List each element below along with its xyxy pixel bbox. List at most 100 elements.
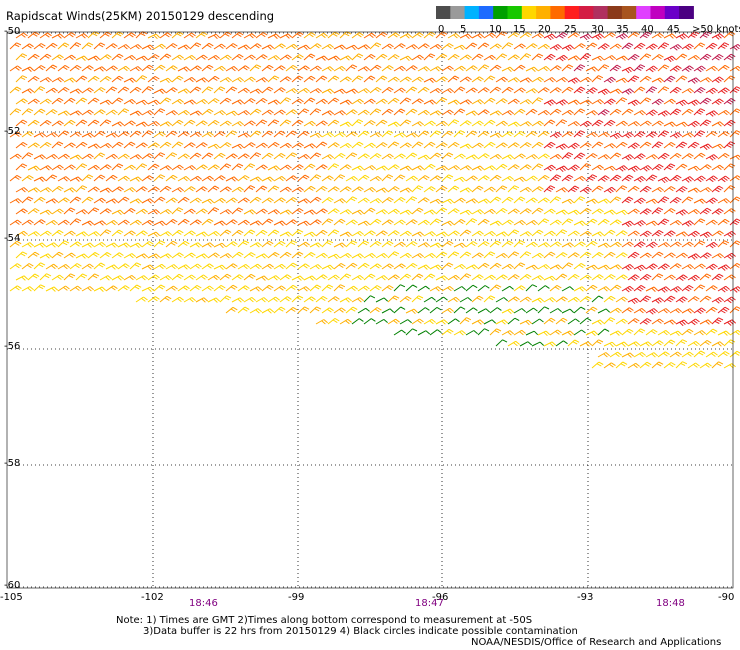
wind-barb: [579, 295, 592, 303]
wind-barb: [417, 307, 430, 314]
wind-barb: [411, 141, 424, 149]
wind-barb: [477, 87, 490, 94]
wind-barb: [273, 240, 286, 248]
wind-barb: [645, 86, 658, 94]
wind-barb: [45, 263, 58, 270]
wind-barb: [507, 208, 520, 215]
wind-barb: [651, 163, 664, 171]
wind-barb: [141, 241, 154, 248]
wind-barb: [465, 198, 479, 204]
wind-barb: [411, 231, 425, 237]
legend-tick-label: >50 knots: [692, 24, 740, 35]
wind-barb: [201, 131, 214, 138]
wind-barb: [573, 64, 586, 72]
wind-barb: [129, 198, 143, 204]
wind-barb: [177, 218, 190, 226]
wind-barb: [573, 86, 586, 94]
wind-barb: [627, 165, 641, 173]
wind-barb: [111, 31, 124, 39]
wind-barb: [579, 230, 592, 237]
wind-barb: [315, 185, 328, 193]
wind-barb: [195, 186, 208, 193]
wind-barb: [483, 251, 496, 259]
wind-barb: [279, 164, 292, 171]
wind-barb: [711, 98, 724, 106]
wind-barb: [129, 86, 142, 94]
wind-barb: [477, 198, 491, 204]
wind-barb: [585, 306, 598, 314]
wind-barb: [615, 97, 628, 105]
wind-barb: [441, 43, 454, 50]
wind-barb: [57, 42, 70, 50]
wind-barb: [207, 119, 220, 127]
wind-barb: [657, 351, 670, 358]
wind-barb: [567, 55, 581, 61]
wind-barb: [99, 164, 112, 171]
wind-barb: [171, 141, 184, 149]
wind-barb: [267, 75, 280, 83]
wind-barb: [285, 219, 298, 226]
wind-barb: [225, 263, 238, 270]
wind-barb: [705, 306, 718, 314]
wind-barb: [531, 53, 544, 61]
wind-barb: [579, 142, 592, 149]
wind-barb: [105, 219, 118, 226]
wind-barb: [459, 273, 472, 281]
wind-barb: [375, 209, 388, 215]
wind-barb: [663, 55, 677, 63]
wind-barb: [393, 87, 406, 94]
wind-barb: [501, 66, 515, 73]
wind-barb: [69, 218, 82, 226]
wind-barb: [651, 361, 664, 369]
wind-barb: [639, 318, 652, 325]
wind-barb: [633, 197, 646, 205]
wind-barb: [447, 274, 460, 281]
wind-barb: [627, 208, 640, 215]
wind-barb: [93, 262, 106, 270]
wind-barb: [369, 132, 382, 138]
wind-barb: [609, 88, 623, 94]
wind-barb: [729, 350, 740, 358]
wind-barb: [159, 253, 172, 259]
wind-barb: [207, 54, 220, 61]
wind-barb: [561, 218, 574, 226]
wind-barb: [639, 120, 652, 127]
wind-barb: [189, 197, 202, 204]
wind-barb: [537, 87, 550, 94]
wind-barb: [201, 86, 214, 94]
legend-tick-label: 10: [489, 24, 502, 35]
wind-barb: [543, 119, 556, 127]
wind-barb: [333, 218, 346, 226]
wind-barb: [51, 229, 64, 237]
wind-barb: [543, 341, 557, 347]
wind-barb: [519, 164, 532, 171]
wind-barb: [69, 64, 82, 72]
wind-barb: [729, 108, 740, 116]
wind-barb: [183, 186, 196, 193]
wind-barb: [357, 66, 370, 72]
wind-barb: [339, 209, 352, 215]
wind-barb: [549, 308, 562, 314]
wind-barb: [729, 306, 740, 314]
wind-barb: [243, 229, 256, 237]
wind-barb: [381, 86, 394, 94]
wind-barb: [657, 329, 670, 336]
wind-barb: [315, 164, 328, 171]
wind-barb: [687, 296, 700, 303]
lat-label: -52: [4, 126, 21, 137]
wind-barb: [51, 185, 64, 193]
wind-barb: [693, 130, 706, 138]
wind-barb: [489, 86, 502, 94]
wind-barb: [435, 120, 448, 127]
wind-barb: [501, 175, 514, 182]
legend-swatch: [564, 6, 580, 19]
wind-barb: [615, 185, 628, 193]
wind-barb: [537, 330, 551, 337]
wind-barb: [183, 99, 197, 105]
wind-barb: [705, 219, 718, 226]
wind-barb: [591, 339, 604, 347]
wind-barb: [471, 142, 484, 149]
wind-barb: [171, 75, 184, 83]
wind-barb: [519, 53, 532, 61]
wind-barb: [501, 263, 514, 270]
